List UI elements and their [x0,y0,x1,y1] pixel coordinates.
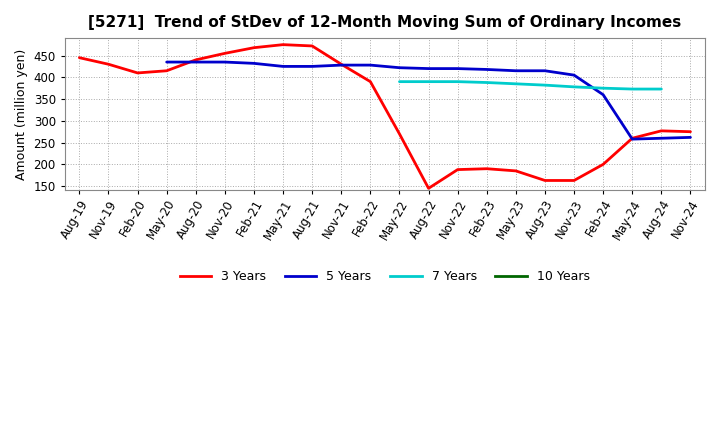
Title: [5271]  Trend of StDev of 12-Month Moving Sum of Ordinary Incomes: [5271] Trend of StDev of 12-Month Moving… [89,15,682,30]
Legend: 3 Years, 5 Years, 7 Years, 10 Years: 3 Years, 5 Years, 7 Years, 10 Years [175,265,595,288]
Y-axis label: Amount (million yen): Amount (million yen) [15,49,28,180]
